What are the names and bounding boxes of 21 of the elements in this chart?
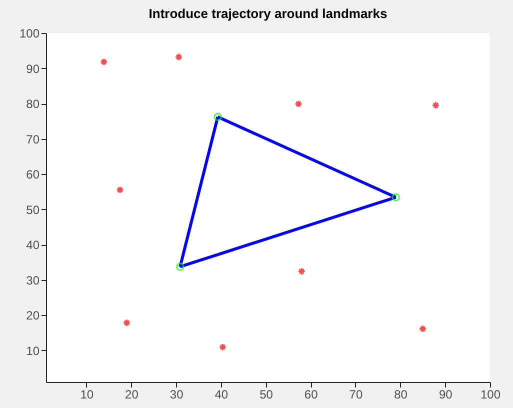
x-tick-label: 20 bbox=[125, 388, 139, 402]
chart-title: Introduce trajectory around landmarks bbox=[148, 6, 388, 21]
y-tick-label: 20 bbox=[26, 308, 40, 323]
x-tick-label: 30 bbox=[170, 388, 184, 402]
x-tick-label: 10 bbox=[80, 388, 94, 402]
y-tick-label: 50 bbox=[26, 202, 40, 217]
x-tick-label: 60 bbox=[304, 388, 318, 402]
x-tick-label: 70 bbox=[349, 388, 363, 402]
y-tick-label: 70 bbox=[26, 132, 40, 146]
x-tick-label: 90 bbox=[438, 388, 453, 402]
y-tick-label: 40 bbox=[26, 238, 40, 252]
y-tick-label: 10 bbox=[26, 344, 40, 358]
x-tick-label: 100 bbox=[480, 388, 501, 402]
x-tick-label: 80 bbox=[394, 388, 408, 402]
y-tick-label: 60 bbox=[26, 168, 40, 182]
y-tick-label: 80 bbox=[26, 97, 40, 112]
y-tick-label: 90 bbox=[26, 62, 40, 76]
x-tick-label: 40 bbox=[214, 388, 228, 402]
x-tick-label: 50 bbox=[260, 388, 274, 402]
y-tick-label: 100 bbox=[19, 26, 40, 40]
y-tick-label: 30 bbox=[26, 273, 40, 288]
